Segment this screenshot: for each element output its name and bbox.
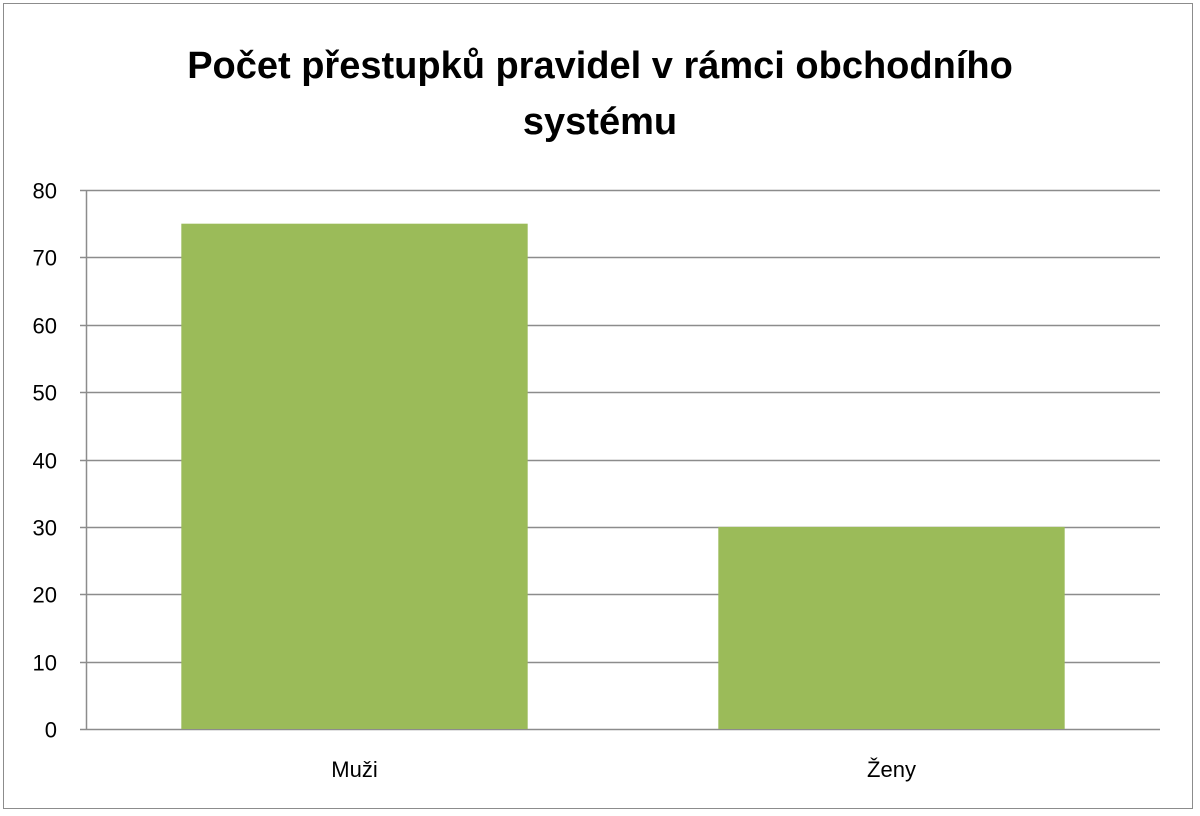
y-tick-label: 10 [33, 651, 57, 676]
y-tick-label: 20 [33, 583, 57, 608]
bar-0 [181, 223, 528, 729]
y-tick-label: 30 [33, 516, 57, 541]
y-tick-label: 80 [33, 179, 57, 204]
bars [181, 223, 1065, 729]
y-tick-label: 40 [33, 449, 57, 474]
x-category-label: Ženy [867, 757, 916, 782]
y-tick-label: 0 [45, 718, 57, 743]
chart-title: Počet přestupků pravidel v rámci obchodn… [187, 45, 1013, 143]
y-tick-label: 50 [33, 381, 57, 406]
x-category-label: Muži [331, 757, 377, 782]
y-tick-label: 60 [33, 314, 57, 339]
y-tick-label: 70 [33, 246, 57, 271]
x-axis-category-labels: Muži Ženy [331, 757, 916, 782]
bar-1 [718, 526, 1065, 729]
y-axis-tick-labels: 0 10 20 30 40 50 60 70 80 [33, 179, 57, 743]
